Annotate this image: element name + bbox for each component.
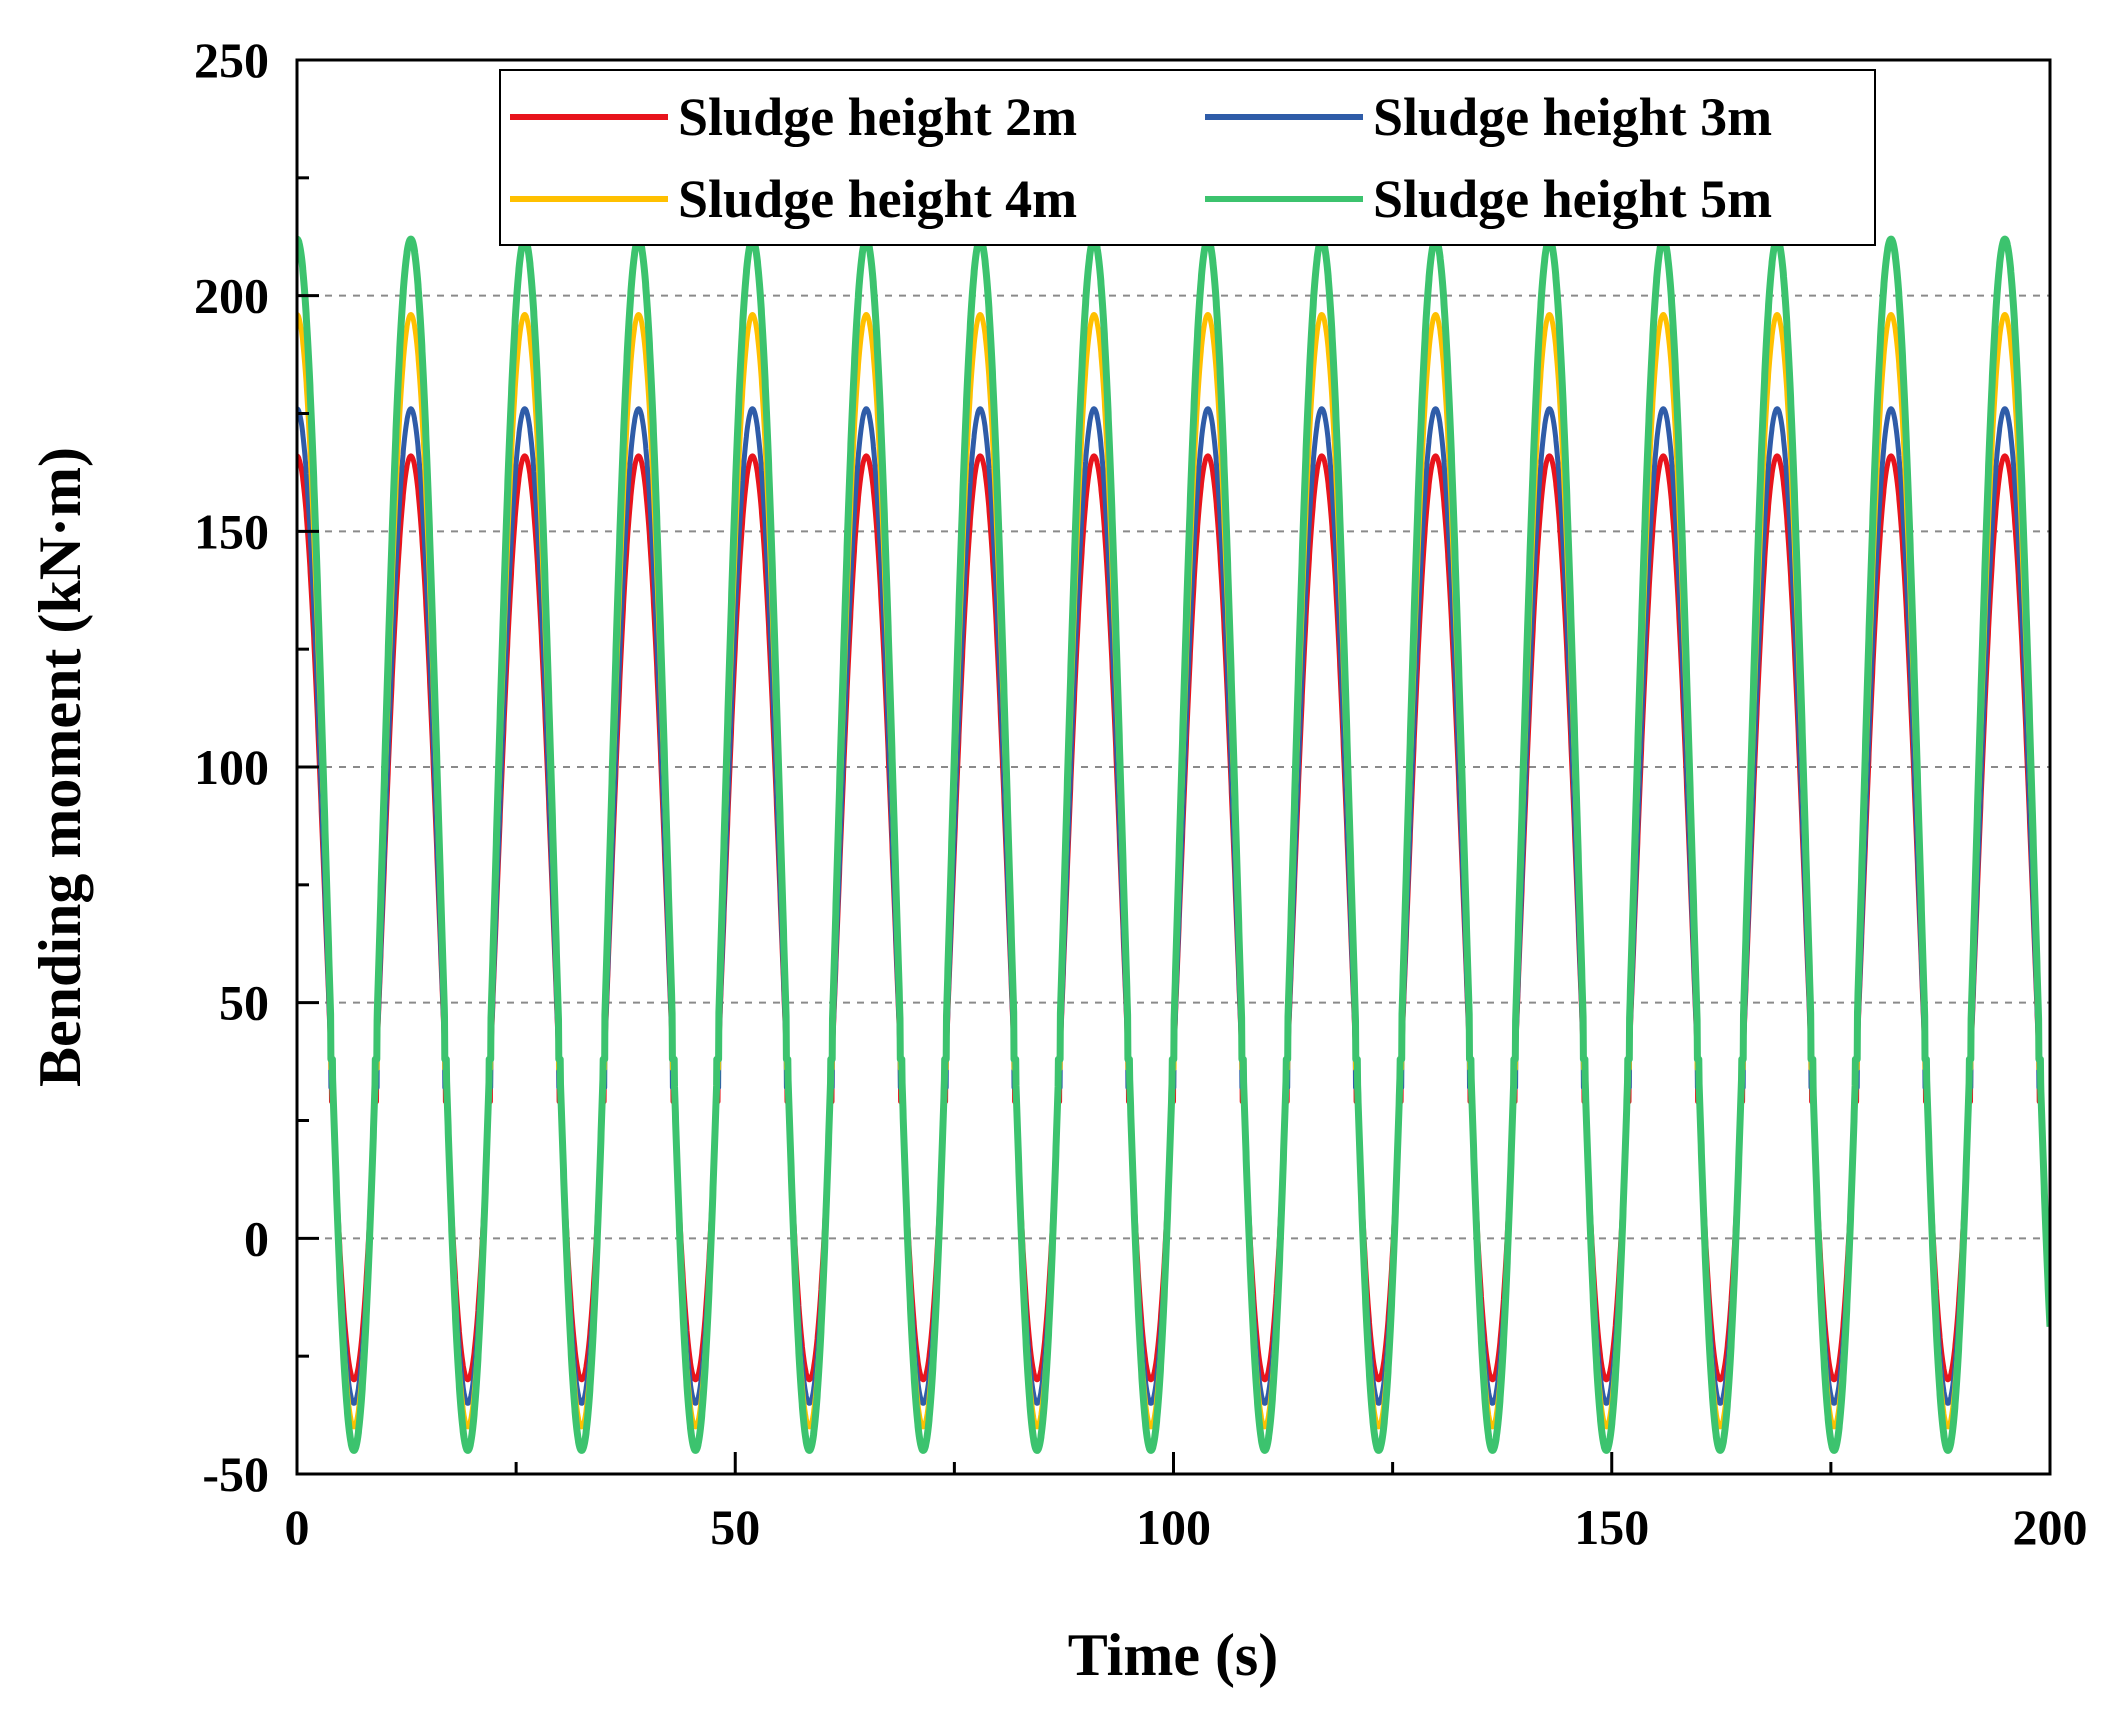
- legend-label-sludge-5m: Sludge height 5m: [1373, 169, 1772, 229]
- y-tick-label: 150: [194, 503, 269, 559]
- series-line-5m: [297, 235, 2050, 1454]
- y-tick-label: 200: [194, 268, 269, 324]
- y-tick-label: 0: [244, 1210, 269, 1266]
- x-tick-label: 0: [285, 1499, 310, 1555]
- y-tick-label: 50: [219, 975, 269, 1031]
- y-tick-label: 250: [194, 32, 269, 88]
- series-layer: [297, 235, 2050, 1454]
- legend-label-sludge-4m: Sludge height 4m: [678, 169, 1077, 229]
- series-line-2m: [297, 453, 2050, 1383]
- x-tick-label: 200: [2013, 1499, 2088, 1555]
- y-tick-label: 100: [194, 739, 269, 795]
- x-tick-label: 150: [1574, 1499, 1649, 1555]
- legend: Sludge height 2m Sludge height 3m Sludge…: [499, 69, 1876, 246]
- legend-box: [499, 69, 1876, 246]
- x-axis-title: Time (s): [1068, 1622, 1279, 1688]
- x-tick-label: 50: [710, 1499, 760, 1555]
- legend-label-sludge-3m: Sludge height 3m: [1373, 87, 1772, 147]
- tick-layer: 0 50 100 150 200 -50 0 50 100 150 200 250: [194, 32, 2088, 1555]
- y-tick-label: -50: [202, 1446, 269, 1502]
- y-axis-title: Bending moment (kN·m): [27, 447, 93, 1087]
- legend-label-sludge-2m: Sludge height 2m: [678, 87, 1077, 147]
- x-tick-label: 100: [1136, 1499, 1211, 1555]
